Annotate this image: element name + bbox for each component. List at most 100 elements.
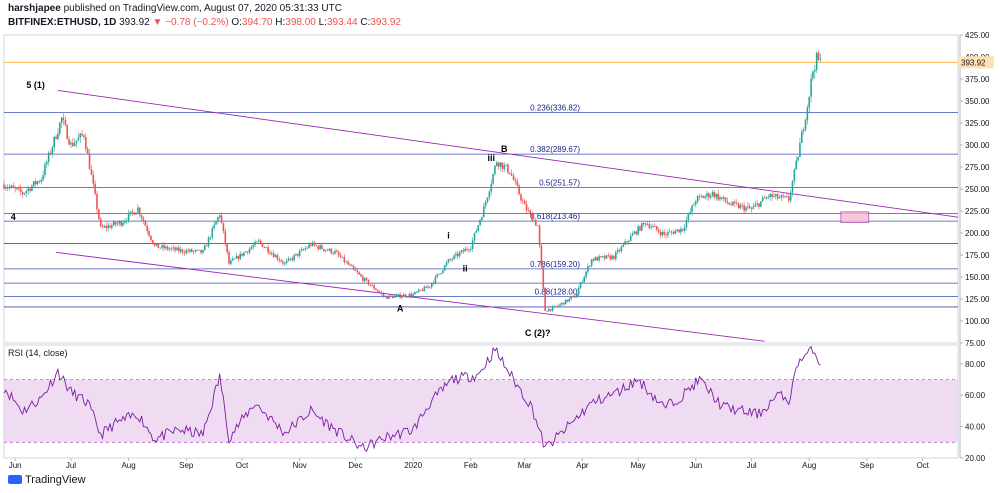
candle-body [304, 248, 307, 250]
candle-body [605, 255, 608, 259]
candle-body [456, 253, 459, 257]
candle-body [64, 120, 67, 126]
candle-body [668, 231, 671, 233]
candle-body [499, 162, 502, 167]
candle-body [371, 285, 374, 287]
candle-body [142, 218, 145, 222]
candlestick-series [3, 49, 822, 313]
candle-body [644, 223, 647, 225]
candle-body [57, 133, 59, 139]
candle-body [345, 261, 347, 263]
candle-body [393, 295, 396, 298]
candle-body [300, 249, 303, 252]
publish-info: harshjapee published on TradingView.com,… [8, 3, 342, 14]
candle-body [434, 276, 437, 284]
candle-body [421, 290, 424, 292]
candle-body [713, 192, 716, 198]
candle-body [754, 204, 757, 207]
candle-body [248, 248, 251, 253]
candle-body [551, 306, 554, 311]
symbol-legend: BITFINEX:ETHUSD, 1D 393.92 ▼ −0.78 (−0.2… [8, 17, 401, 28]
candle-body [626, 241, 628, 243]
wave-label: ii [463, 264, 468, 274]
candle-body [737, 203, 740, 209]
candle-body [107, 225, 109, 229]
candle-body [94, 183, 96, 194]
candle-body [42, 175, 44, 180]
candle-body [86, 149, 89, 154]
candle-body [507, 164, 509, 173]
candle-body [522, 200, 524, 202]
candle-body [246, 251, 249, 253]
candle-body [430, 283, 433, 288]
candle-body [734, 201, 736, 203]
candle-body [207, 237, 210, 246]
candle-body [231, 258, 234, 261]
candle-body [163, 245, 165, 249]
candle-body [767, 197, 770, 198]
candle-body [321, 245, 323, 249]
candle-body [481, 217, 483, 221]
time-axis-label: 2020 [404, 461, 422, 470]
candle-body [380, 292, 383, 294]
candle-body [14, 187, 16, 189]
author-name[interactable]: harshjapee [8, 3, 61, 14]
candle-body [146, 225, 148, 232]
candle-body [776, 193, 779, 199]
candle-body [438, 273, 440, 275]
candle-body [352, 265, 355, 269]
candle-body [179, 249, 182, 252]
candle-body [419, 289, 422, 291]
brand-label: TradingView [25, 474, 86, 486]
candle-body [557, 305, 559, 307]
candle-body [226, 244, 228, 253]
candle-body [611, 255, 613, 260]
candle-body [572, 295, 574, 298]
candle-body [125, 220, 128, 222]
candle-body [23, 193, 26, 195]
candle-body [118, 221, 121, 224]
candle-body [202, 250, 204, 253]
candle-body [337, 252, 340, 256]
candle-body [639, 226, 641, 231]
footer-brand[interactable]: TradingView [8, 474, 86, 486]
candle-body [330, 248, 333, 254]
candle-body [34, 181, 37, 185]
candle-body [587, 266, 589, 272]
candle-body [613, 255, 615, 259]
candle-body [503, 165, 506, 169]
candle-body [75, 140, 78, 144]
wave-label: A [397, 303, 404, 313]
candle-body [443, 265, 446, 271]
candle-body [477, 225, 480, 231]
candle-body [369, 284, 372, 286]
candle-body [743, 205, 745, 211]
candle-body [200, 249, 202, 253]
candle-body [252, 245, 254, 248]
candle-body [112, 221, 115, 226]
candle-body [5, 187, 7, 189]
candle-body [633, 231, 636, 234]
candle-body [706, 193, 708, 197]
candle-body [674, 230, 677, 234]
candle-body [672, 232, 675, 234]
candle-body [462, 250, 465, 252]
candle-body [615, 252, 617, 259]
candle-body [31, 185, 33, 191]
candle-body [399, 294, 401, 298]
candle-body [237, 255, 240, 260]
candle-body [129, 211, 132, 214]
candle-body [131, 211, 134, 213]
candle-body [685, 220, 688, 228]
wave-label: 4 [11, 212, 16, 222]
open-value: 394.70 [241, 17, 273, 28]
candle-body [758, 203, 760, 207]
candle-body [192, 251, 195, 252]
candle-body [535, 220, 537, 226]
candle-body [16, 188, 18, 190]
candle-body [105, 226, 108, 229]
candle-body [350, 264, 353, 266]
price-axis-label: 425.00 [965, 31, 990, 40]
candle-body [349, 264, 351, 266]
